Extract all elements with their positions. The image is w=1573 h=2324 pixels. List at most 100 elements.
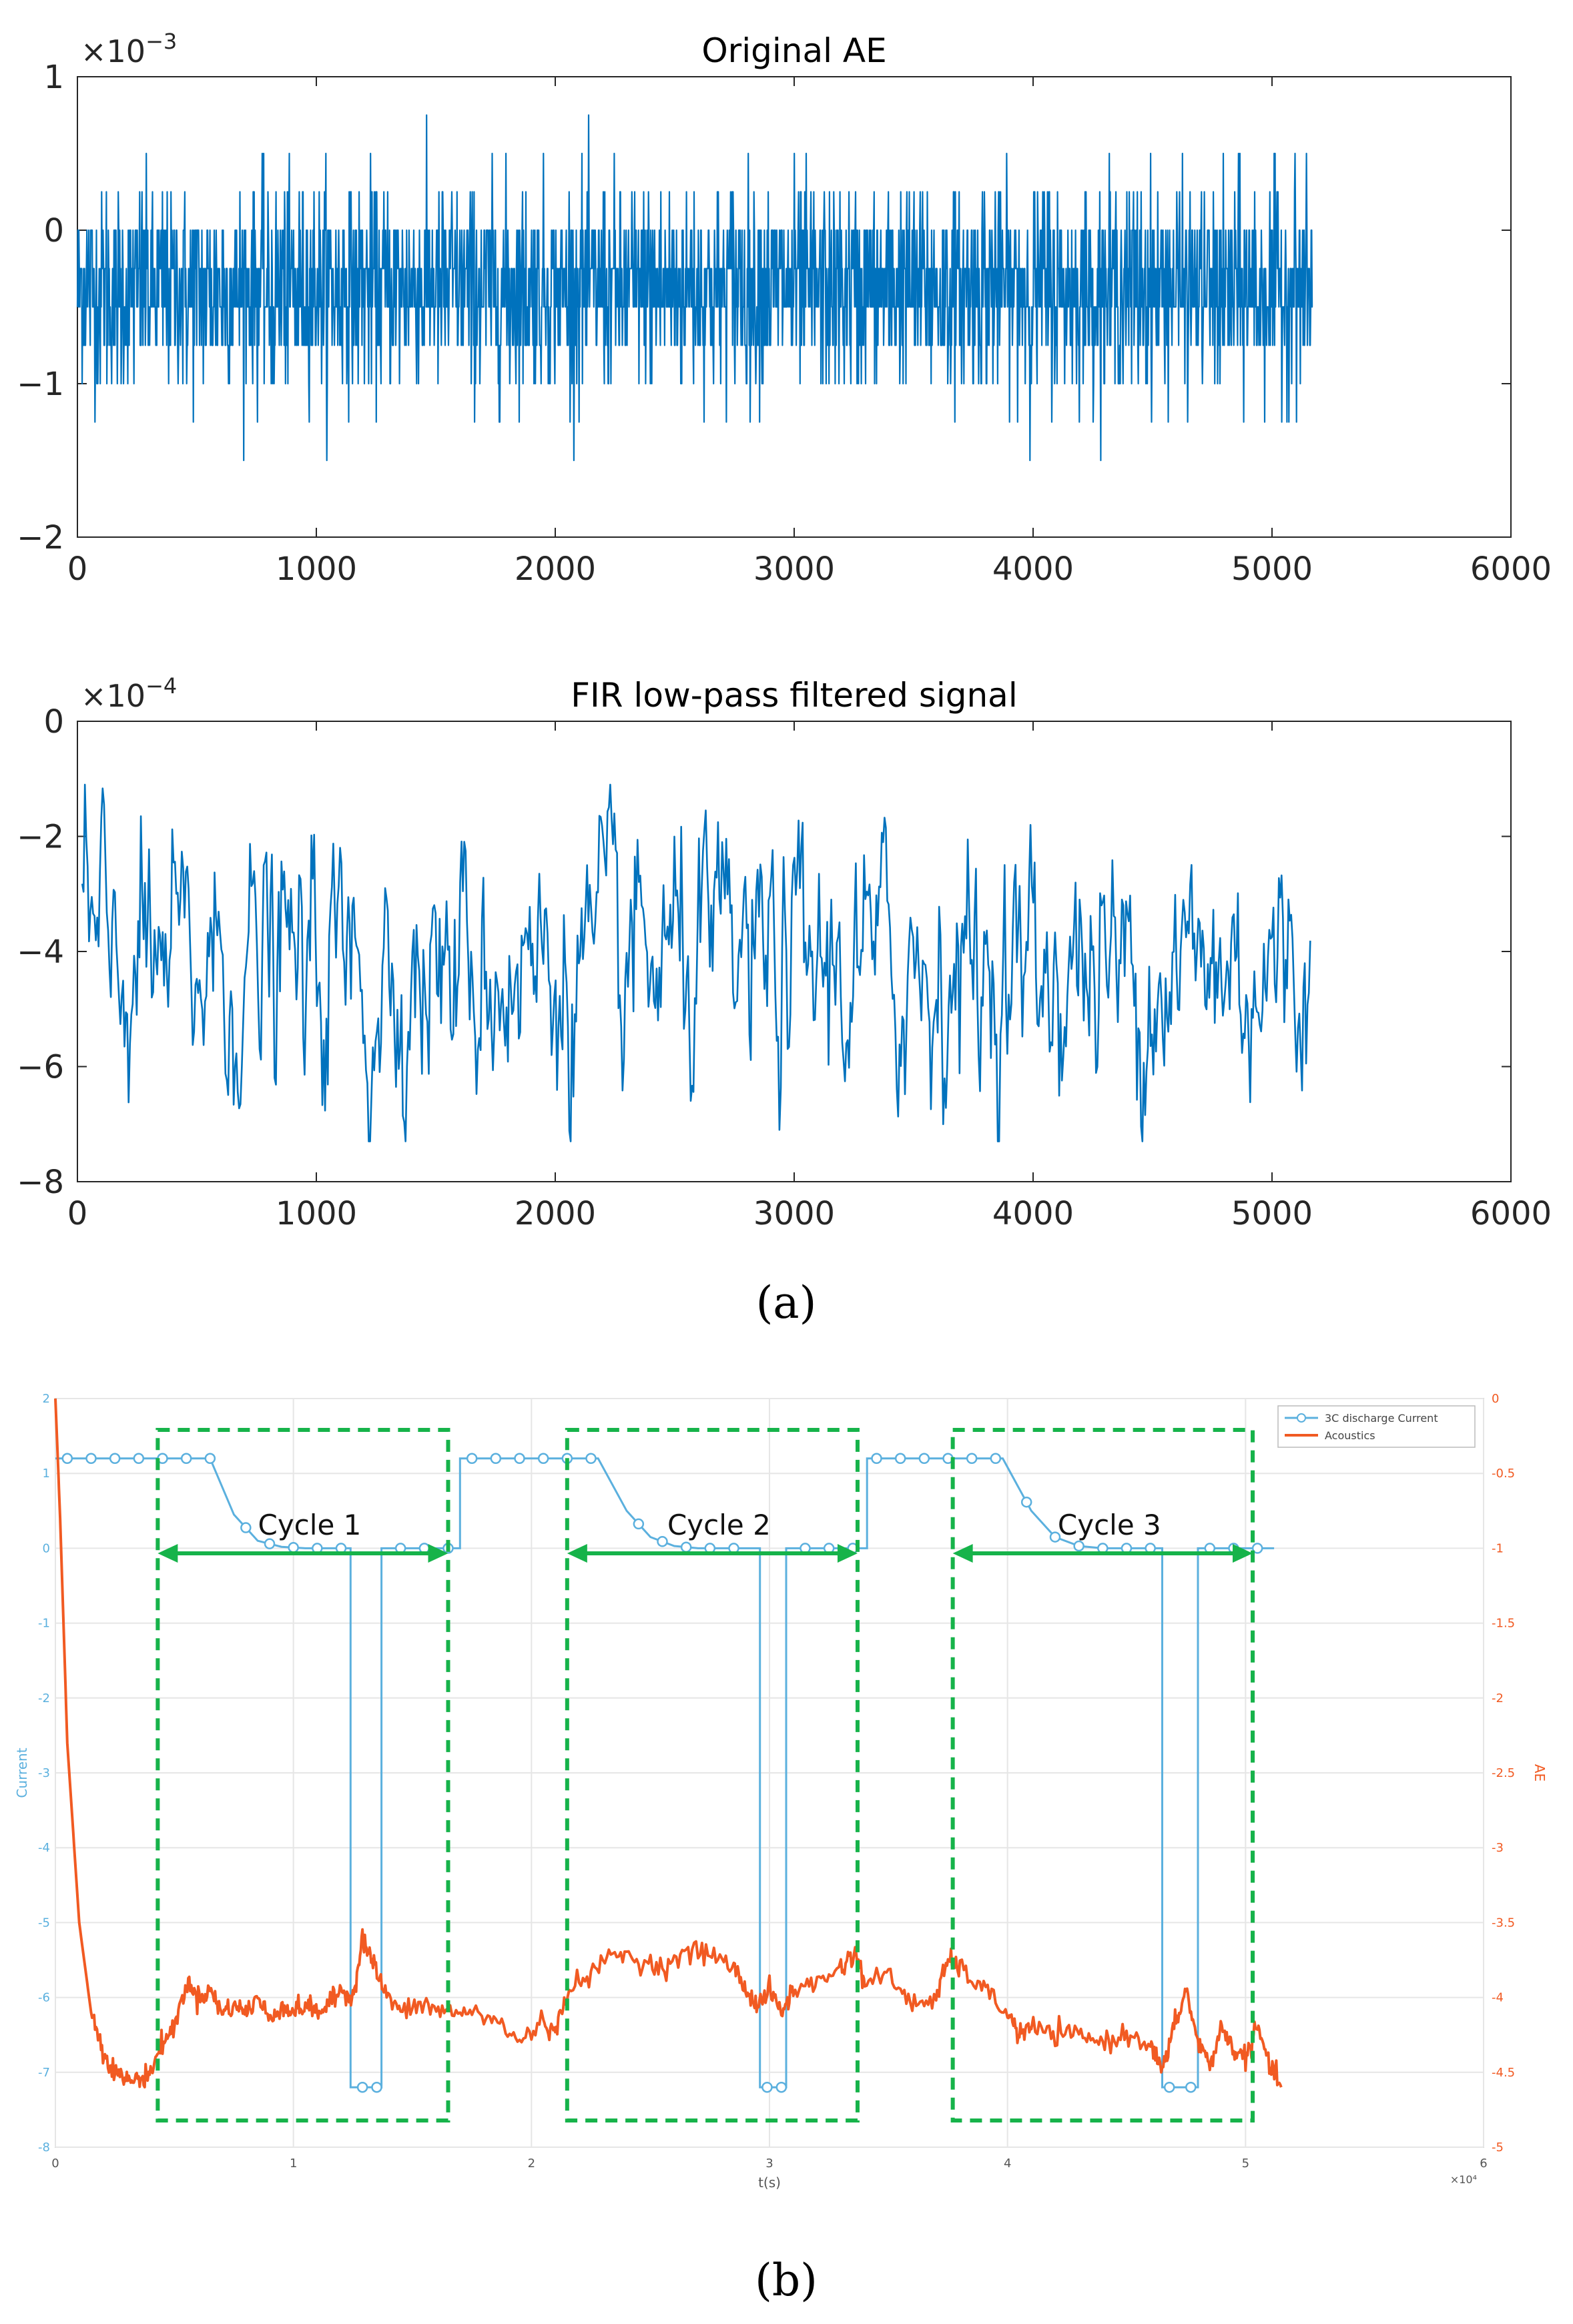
cycle-box: [565, 1428, 860, 2122]
series-line: [76, 114, 1313, 462]
series-current-marker: [371, 2081, 382, 2093]
x-tick-label: 4: [1004, 2157, 1011, 2171]
legend-acoustics-label: Acoustics: [1325, 1429, 1375, 1442]
chart-fir-filtered: 0 1000 2000 3000 4000 5000 6000 −8 −6 −4 −2 0 ×10−4 F…: [17, 673, 1552, 1232]
y-tick-label: 0: [43, 703, 64, 741]
series-current-marker: [85, 1453, 97, 1465]
cycle-arrow-head-right: [1233, 1544, 1253, 1563]
cycle-arrow-head-right: [428, 1544, 448, 1563]
x-tick-label: 6: [1480, 2157, 1487, 2171]
series-current-marker: [1049, 1531, 1061, 1543]
y-right-tick-label: -1.5: [1492, 1617, 1515, 1631]
y-right-tick-label: -5: [1492, 2141, 1504, 2155]
series-current-marker: [514, 1453, 525, 1465]
y-left-tick-label: -8: [38, 2141, 50, 2155]
y-left-tick-label: -5: [38, 1916, 50, 1930]
y-left-tick-label: -4: [38, 1841, 50, 1855]
series-current-marker: [180, 1453, 192, 1465]
x-tick-label: 2000: [515, 1195, 596, 1232]
series-current-marker: [1020, 1496, 1032, 1508]
y-tick-label: −4: [17, 933, 64, 971]
series-current-marker: [264, 1538, 276, 1549]
y-right-tick-label: -2: [1492, 1691, 1504, 1705]
x-tick-label: 5000: [1231, 1195, 1313, 1232]
x-tick-label: 5000: [1231, 550, 1313, 588]
y-left-tick-label: 0: [43, 1541, 50, 1555]
cycle-arrow-head-left: [952, 1544, 973, 1563]
series-current-marker: [894, 1453, 906, 1465]
chart-current-acoustics: 0 1 2 3 4 5 6 -8 -7 -6 -5 -4 -3 -2 -1 0 1 2 -5 -4.5 -4 -3.5 -3…: [14, 1392, 1548, 2191]
y-left-tick-label: -1: [38, 1617, 50, 1631]
y-right-tick-label: -2.5: [1492, 1766, 1515, 1780]
y-exponent-label: ×10−3: [81, 29, 177, 69]
y-tick-label: 1: [43, 59, 64, 96]
cycle-label: Cycle 1: [258, 1509, 362, 1541]
series-current-marker: [966, 1453, 978, 1465]
series-current-marker: [466, 1453, 478, 1465]
series-current-marker: [1185, 2081, 1197, 2093]
series-current-marker: [585, 1453, 597, 1465]
x-tick-label: 1000: [276, 550, 357, 588]
y-left-tick-label: -6: [38, 1991, 50, 2005]
series-current-marker: [288, 1542, 299, 1553]
series-current-marker: [537, 1453, 549, 1465]
series-current-marker: [775, 2081, 788, 2093]
series-current-marker: [990, 1453, 1002, 1465]
series-current-marker: [356, 2081, 368, 2093]
plot-frame: [77, 721, 1512, 1182]
series-current-marker: [109, 1453, 121, 1465]
series-current-marker: [1251, 1543, 1263, 1554]
y-tick-label: −6: [17, 1049, 64, 1086]
x-tick-label: 3000: [753, 1195, 835, 1232]
panel-label-a: (a): [756, 1277, 817, 1328]
chart-title: FIR low-pass filtered signal: [571, 676, 1017, 715]
panel-label-b: (b): [755, 2255, 818, 2306]
x-axis-label: t(s): [758, 2175, 781, 2191]
y-right-tick-label: -4.5: [1492, 2066, 1515, 2080]
y-right-tick-label: -3: [1492, 1841, 1504, 1855]
y-tick-label: −1: [17, 366, 64, 403]
x-tick-label: 2000: [515, 550, 596, 588]
y-left-tick-label: 1: [43, 1467, 50, 1481]
y-tick-label: 0: [43, 212, 64, 250]
chart-original-ae: 0 1000 2000 3000 4000 5000 6000 −2 −1 0 1 ×10−3 Orig…: [17, 29, 1552, 588]
x-tick-label: 1: [290, 2157, 297, 2171]
series-current-marker: [657, 1536, 668, 1547]
x-tick-label: 4000: [992, 550, 1074, 588]
y-left-tick-label: -7: [38, 2066, 50, 2080]
cycle-box: [950, 1428, 1255, 2122]
x-tick-label: 3: [765, 2157, 773, 2171]
series-current-marker: [61, 1453, 73, 1465]
y-tick-label: −2: [17, 819, 64, 856]
cycle-label: Cycle 3: [1058, 1509, 1161, 1541]
y-right-axis-label: AE: [1532, 1764, 1548, 1782]
y-exponent-label: ×10−4: [81, 673, 177, 714]
legend-current-label: 3C discharge Current: [1325, 1412, 1438, 1425]
y-right-tick-label: -3.5: [1492, 1916, 1515, 1930]
cycle-box: [155, 1428, 450, 2122]
x-tick-label: 4000: [992, 1195, 1074, 1232]
cycle-arrow-head-left: [158, 1544, 178, 1563]
series-acoustics-line: [54, 1398, 1283, 2088]
x-tick-label: 0: [51, 2157, 59, 2171]
x-tick-label: 2: [528, 2157, 535, 2171]
x-tick-label: 6000: [1470, 1195, 1552, 1232]
series-current-marker: [633, 1518, 645, 1530]
cycle-label: Cycle 2: [667, 1509, 771, 1541]
series-current-marker: [761, 2081, 773, 2093]
chart-title: Original AE: [701, 31, 886, 70]
y-left-axis-label: Current: [14, 1748, 30, 1798]
y-right-tick-label: 0: [1492, 1392, 1499, 1406]
legend-box: [1277, 1405, 1476, 1448]
y-right-tick-label: -1: [1492, 1541, 1504, 1555]
x-exponent-label: ×10⁴: [1450, 2173, 1477, 2186]
series-current-marker: [1163, 2081, 1175, 2093]
x-tick-label: 0: [67, 1195, 88, 1232]
x-tick-label: 5: [1242, 2157, 1249, 2171]
y-left-tick-label: 2: [43, 1392, 50, 1406]
cycle-arrow-head-right: [837, 1544, 858, 1563]
cycle-arrow-head-left: [567, 1544, 587, 1563]
series-current-marker: [918, 1453, 930, 1465]
x-tick-label: 0: [67, 550, 88, 588]
